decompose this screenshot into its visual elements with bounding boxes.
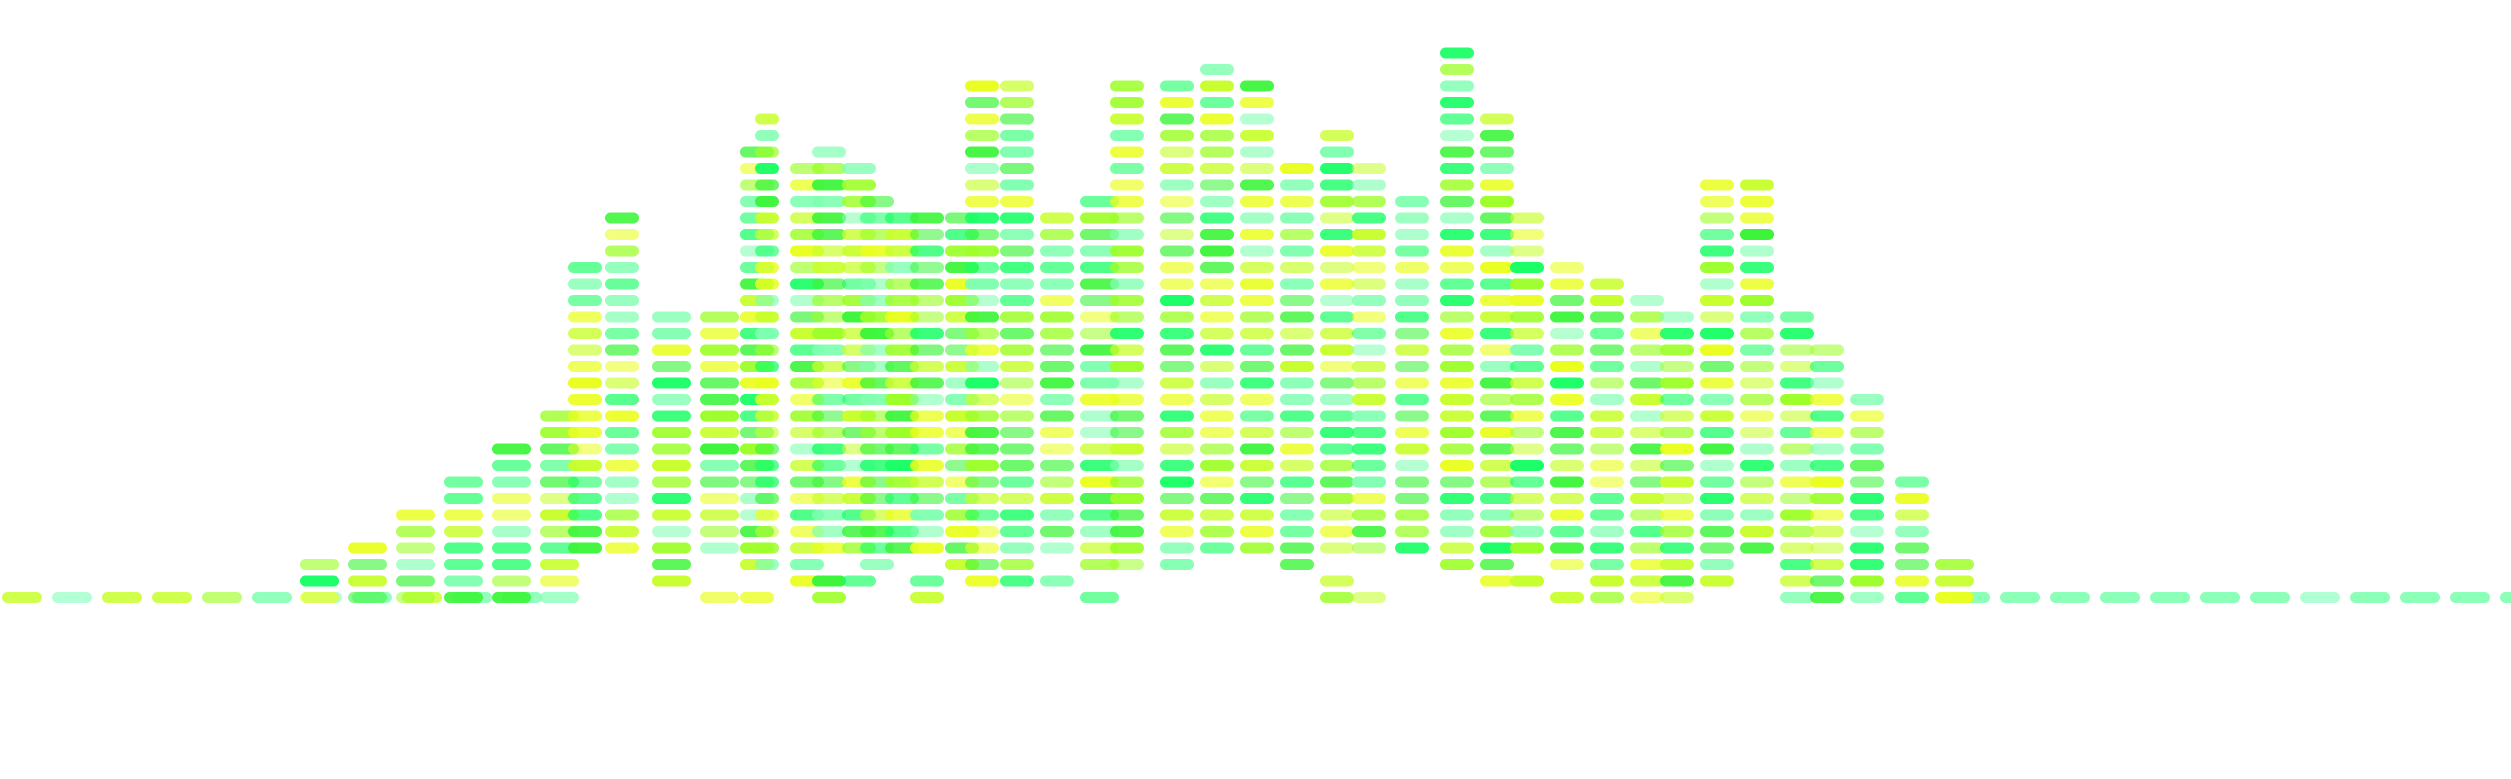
skyline-bars xyxy=(300,47,1974,603)
